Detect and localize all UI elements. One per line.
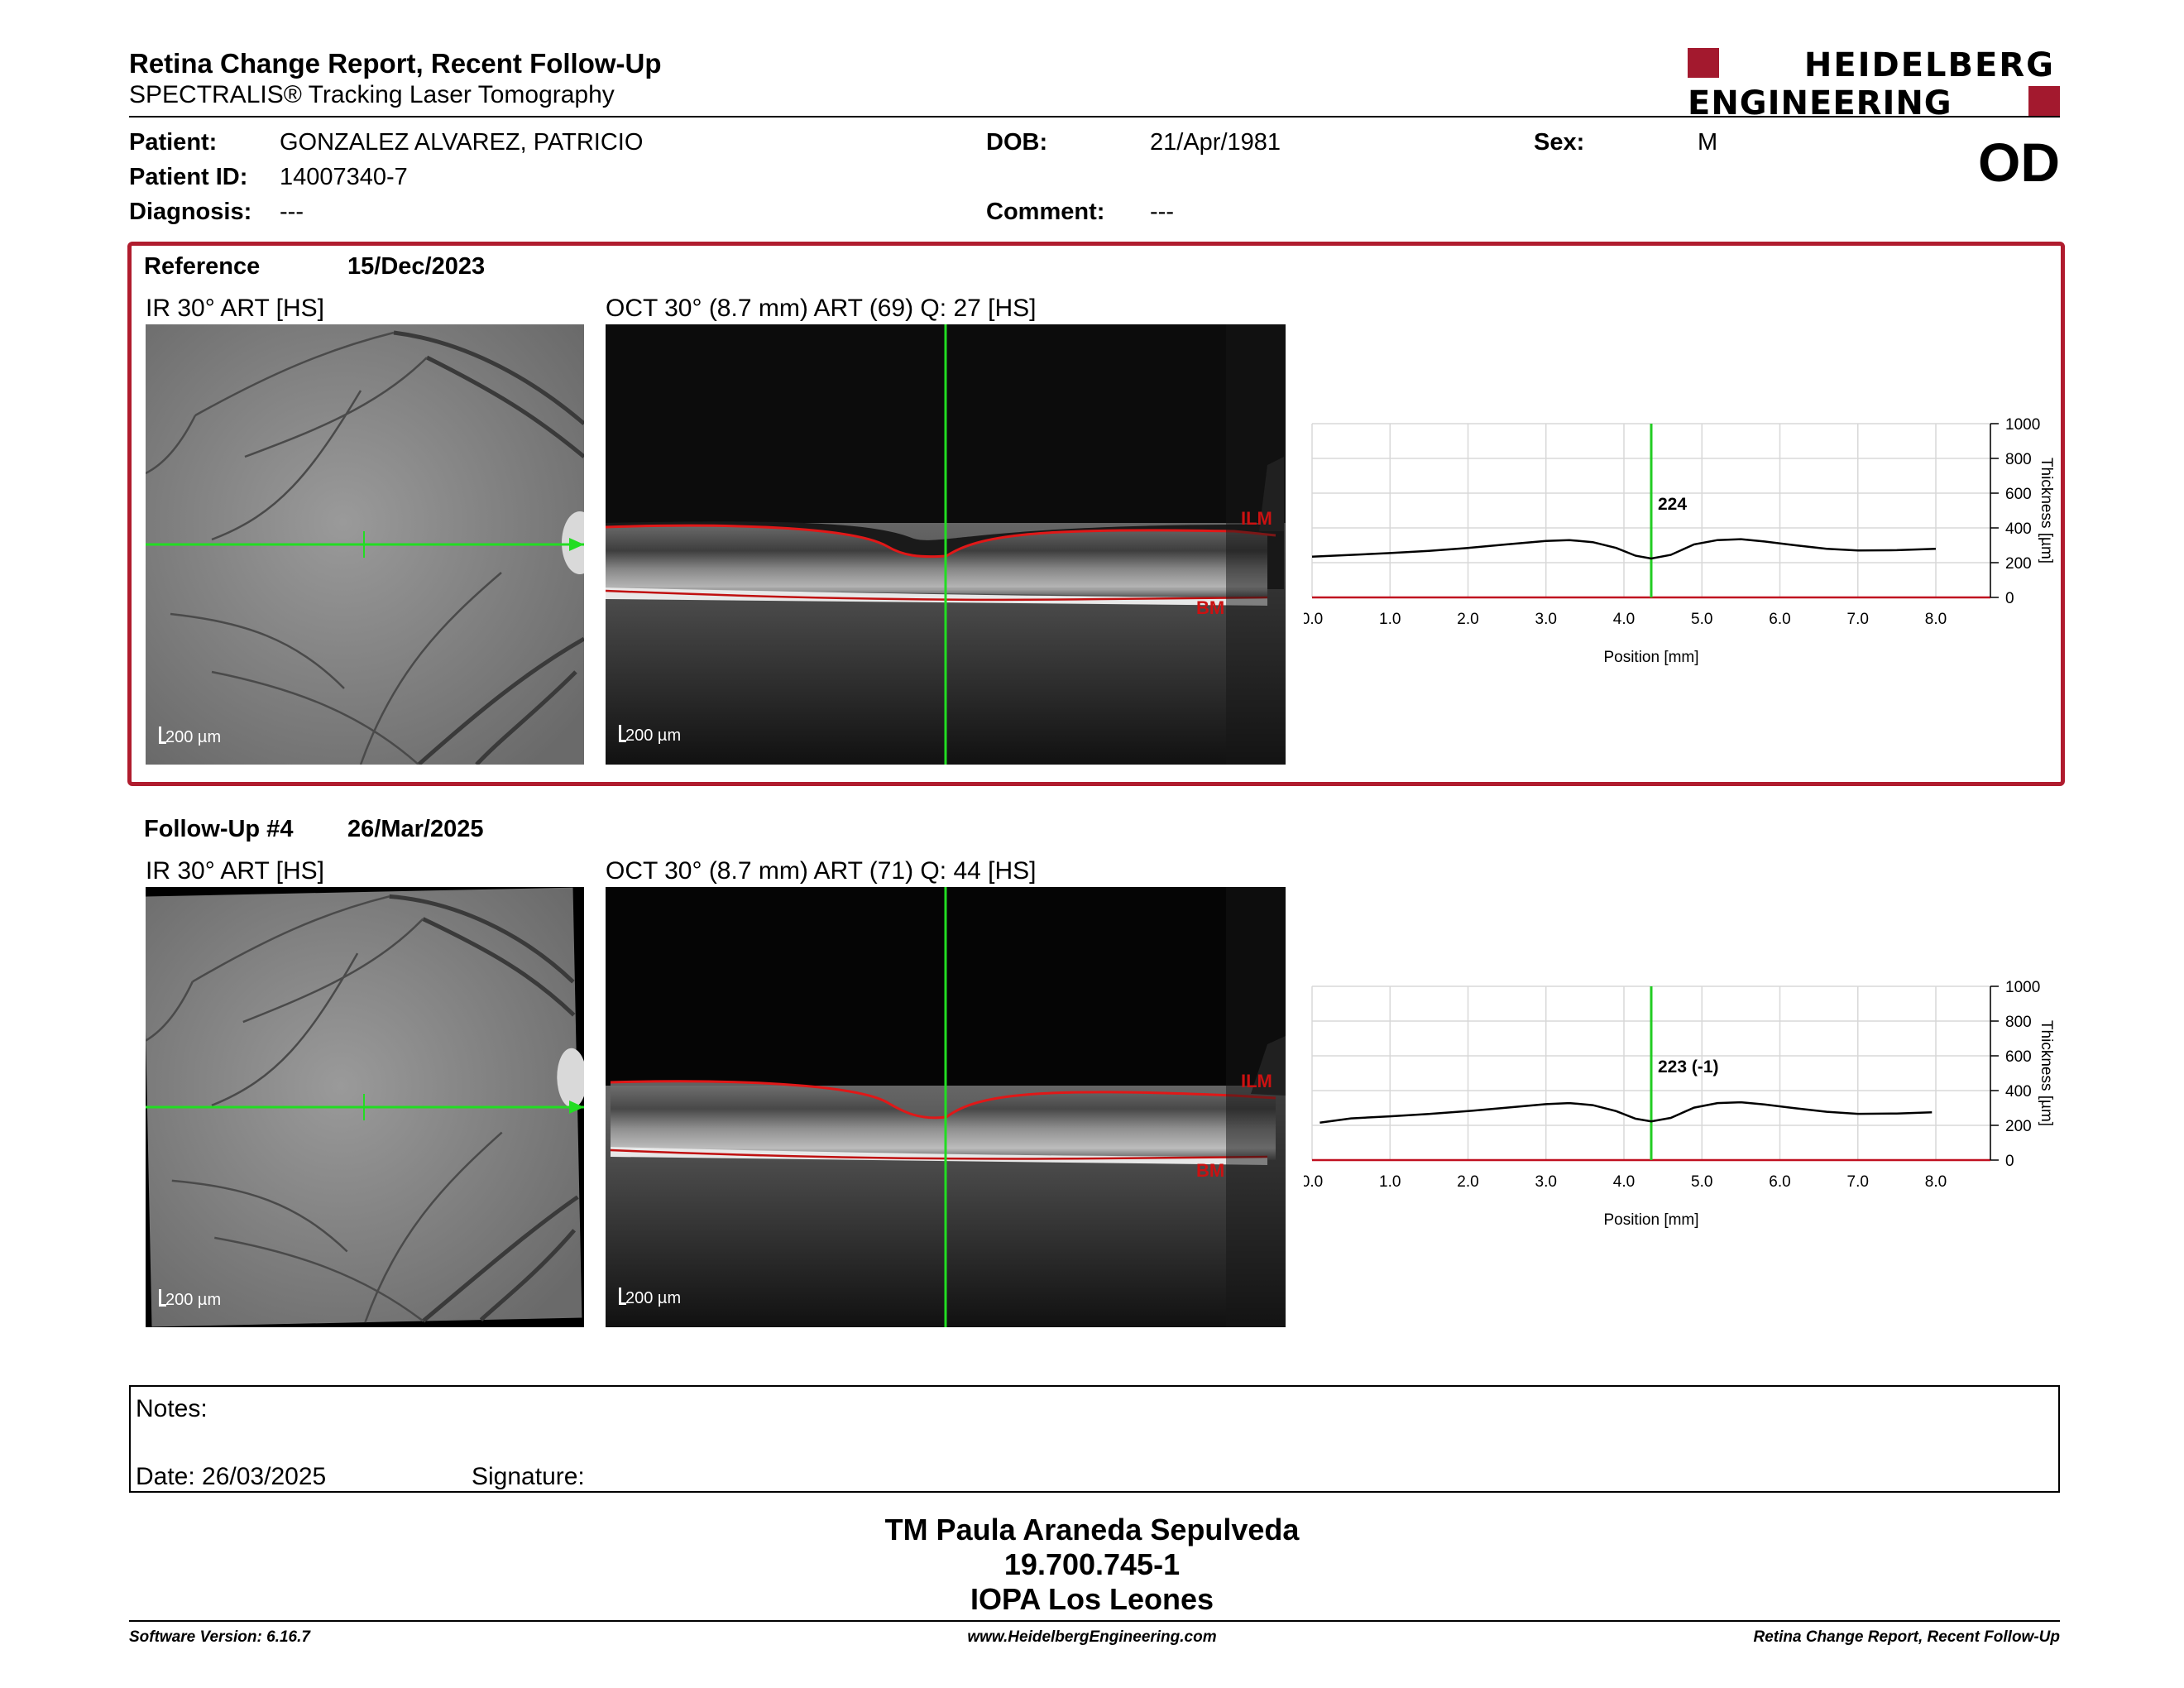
x-tick-label: 0.0 [1304,611,1323,628]
operator-org: IOPA Los Leones [970,1582,1214,1616]
sex-label: Sex: [1534,129,1585,156]
followup-label: Follow-Up #4 [144,816,294,842]
x-tick-label: 2.0 [1457,611,1478,628]
x-axis-label: Position [mm] [1603,649,1698,666]
svg-text:ENGINEERING: ENGINEERING [1688,84,1952,117]
heidelberg-logo: HEIDELBERG ENGINEERING [1688,46,2060,117]
thickness-series-line [1320,1101,1933,1125]
svg-text:HEIDELBERG: HEIDELBERG [1804,46,2055,84]
comment-value: --- [1150,199,1174,225]
y-tick-label: 1000 [2005,416,2040,434]
y-tick-label: 800 [2005,1014,2032,1031]
x-tick-label: 5.0 [1691,611,1712,628]
x-tick-label: 4.0 [1613,611,1635,628]
svg-text:ILM: ILM [1241,508,1272,529]
followup-oct-label: OCT 30° (8.7 mm) ART (71) Q: 44 [HS] [606,857,1037,885]
patient-id-label: Patient ID: [129,164,248,190]
followup-thickness-chart: 0 200 400 600 800 1000 0.0 1.0 2.0 3.0 4.0 5.0 6.0 7.… [1304,979,2055,1229]
patient-id: 14007340-7 [280,164,408,190]
reference-oct-label: OCT 30° (8.7 mm) ART (69) Q: 27 [HS] [606,295,1037,322]
signature-label: Signature: [472,1463,585,1490]
reference-ir-scale: 200 µm [158,727,222,746]
followup-date: 26/Mar/2025 [347,816,484,842]
x-tick-label: 8.0 [1925,1173,1947,1191]
y-tick-label: 600 [2005,1048,2032,1066]
y-tick-label: 0 [2005,590,2014,607]
followup-oct-scale: 200 µm [618,1288,682,1307]
followup-ir-label: IR 30° ART [HS] [146,857,324,885]
report-subtitle: SPECTRALIS® Tracking Laser Tomography [129,81,615,108]
x-tick-label: 7.0 [1847,1173,1869,1191]
y-axis-label: Thickness [µm] [2038,1020,2055,1126]
svg-text:BM: BM [1196,1160,1224,1181]
report-title: Retina Change Report, Recent Follow-Up [129,48,662,79]
reference-box [127,242,2065,786]
x-tick-label: 7.0 [1847,611,1869,628]
y-axis-label: Thickness [µm] [2038,458,2055,563]
y-tick-label: 400 [2005,520,2032,538]
reference-thickness-chart: 0 200 400 600 800 1000 0.0 1.0 2.0 3.0 4.0 5.0 6.0 7.… [1304,416,2055,666]
diagnosis-label: Diagnosis: [129,199,252,225]
y-tick-label: 400 [2005,1083,2032,1101]
patient-name: GONZALEZ ALVAREZ, PATRICIO [280,129,644,156]
followup-ir-image: 200 µm [146,887,584,1327]
reference-date: 15/Dec/2023 [347,253,486,280]
reference-ir-image: 200 µm [146,324,584,765]
x-tick-label: 3.0 [1535,1173,1557,1191]
x-tick-label: 4.0 [1613,1173,1635,1191]
x-tick-label: 6.0 [1769,611,1790,628]
followup-ir-scale: 200 µm [158,1289,222,1309]
y-tick-label: 200 [2005,1118,2032,1135]
header-divider [129,116,2060,117]
x-tick-label: 6.0 [1769,1173,1790,1191]
y-tick-label: 1000 [2005,979,2040,996]
x-axis-label: Position [mm] [1603,1211,1698,1229]
y-tick-label: 0 [2005,1153,2014,1170]
comment-label: Comment: [986,199,1105,225]
y-tick-label: 600 [2005,486,2032,503]
cursor-value-label: 223 (-1) [1658,1057,1719,1077]
svg-text:ILM: ILM [1241,1071,1272,1091]
sex-value: M [1698,129,1718,156]
footer-software: Software Version: 6.16.7 [129,1628,310,1646]
operator-id: 19.700.745-1 [1003,1547,1181,1581]
x-tick-label: 3.0 [1535,611,1557,628]
svg-text:BM: BM [1196,597,1224,618]
x-tick-label: 1.0 [1379,1173,1401,1191]
x-tick-label: 2.0 [1457,1173,1478,1191]
x-tick-label: 8.0 [1925,611,1947,628]
notes-date: Date: 26/03/2025 [136,1463,327,1490]
dob-value: 21/Apr/1981 [1150,129,1281,156]
followup-oct-image: ILM BM 200 µm [606,887,1286,1327]
reference-ir-label: IR 30° ART [HS] [146,295,324,322]
eye-label: OD [1978,132,2060,193]
reference-oct-scale: 200 µm [618,725,682,745]
patient-label: Patient: [129,129,218,156]
x-tick-label: 1.0 [1379,611,1401,628]
x-tick-label: 5.0 [1691,1173,1712,1191]
diagnosis-value: --- [280,199,304,225]
footer-report: Retina Change Report, Recent Follow-Up [1753,1628,2060,1646]
reference-oct-image: ILM BM 200 µm [606,324,1286,765]
notes-label: Notes: [136,1395,208,1422]
x-tick-label: 0.0 [1304,1173,1323,1191]
footer-divider [129,1620,2060,1622]
footer-website: www.HeidelbergEngineering.com [967,1628,1217,1646]
cursor-value-label: 224 [1658,495,1687,514]
y-tick-label: 200 [2005,555,2032,573]
thickness-series-line [1311,538,1937,560]
dob-label: DOB: [986,129,1048,156]
notes-box [129,1385,2060,1493]
reference-label: Reference [144,253,261,280]
operator-name: TM Paula Araneda Sepulveda [884,1513,1300,1547]
y-tick-label: 800 [2005,451,2032,468]
